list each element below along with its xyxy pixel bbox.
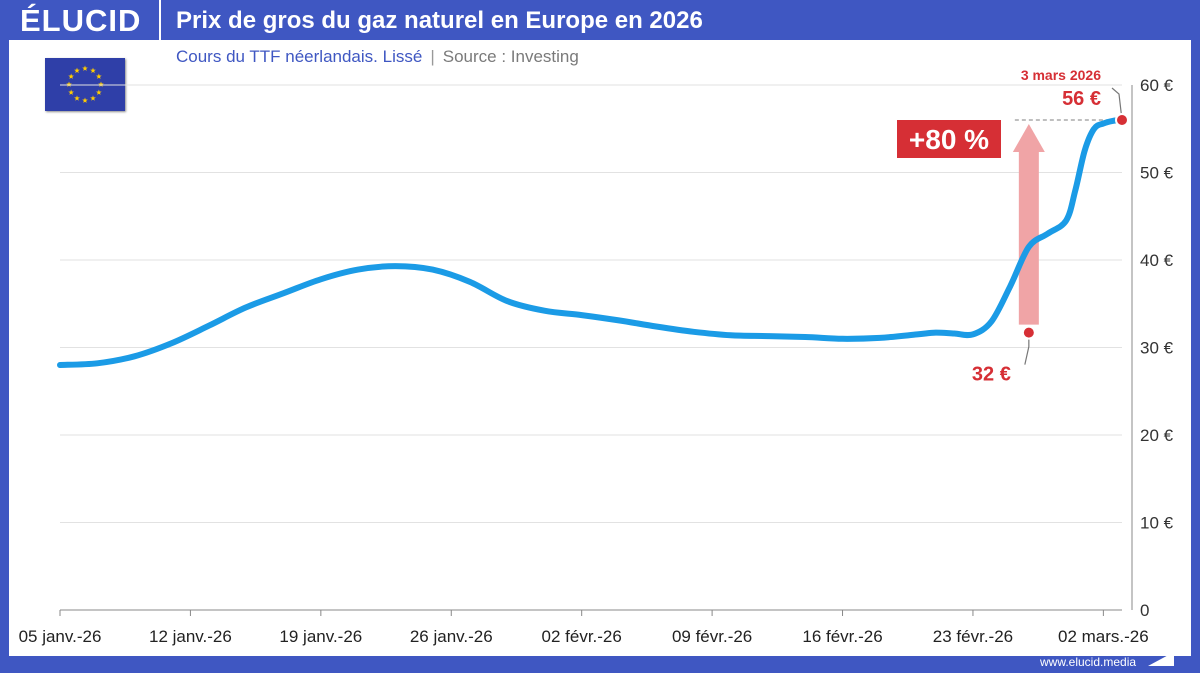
y-tick-label: 20 € xyxy=(1140,426,1174,445)
end-point-marker xyxy=(1115,113,1129,127)
change-badge xyxy=(897,120,1001,158)
start-value-label: 32 € xyxy=(972,364,1011,386)
y-tick-label: 50 € xyxy=(1140,164,1174,183)
change-arrow-shaft xyxy=(1018,150,1039,325)
eu-star-icon xyxy=(96,89,102,95)
eu-star-icon xyxy=(90,67,96,74)
change-badge-label: +80 % xyxy=(909,124,989,155)
brand-mark-icon xyxy=(1148,652,1174,666)
eu-star-icon xyxy=(98,81,104,87)
series-line xyxy=(57,117,1125,368)
x-tick-label: 12 janv.-26 xyxy=(149,627,232,646)
end-value-label: 56 € xyxy=(1062,88,1101,110)
x-tick-label: 02 mars.-26 xyxy=(1058,627,1149,646)
chart-subtitle-line: Cours du TTF néerlandais. Lissé | Source :… xyxy=(176,46,579,68)
chart-title: Prix de gros du gaz naturel en Europe en… xyxy=(176,7,703,34)
y-tick-label: 60 € xyxy=(1140,76,1174,95)
y-tick-label: 40 € xyxy=(1140,251,1174,270)
brand-logo: ÉLUCID xyxy=(20,3,142,38)
source-label: Source : Investing xyxy=(442,47,579,66)
y-tick-label: 30 € xyxy=(1140,339,1174,358)
footer-url[interactable]: www.elucid.media xyxy=(1040,655,1137,669)
eu-star-icon xyxy=(82,97,88,103)
eu-star-icon xyxy=(96,73,102,79)
eu-star-icon xyxy=(68,73,74,79)
eu-star-icon xyxy=(66,81,72,87)
x-tick-label: 16 févr.-26 xyxy=(802,627,882,646)
brand-divider xyxy=(159,0,161,40)
eu-star-icon xyxy=(90,95,96,101)
subtitle-divider: | xyxy=(430,47,435,66)
x-tick-label: 19 janv.-26 xyxy=(279,627,362,646)
change-arrow-head xyxy=(1012,124,1045,152)
eu-star-icon xyxy=(74,67,80,74)
x-tick-label: 05 janv.-26 xyxy=(19,627,102,646)
start-point-marker xyxy=(1021,325,1036,340)
header-bar: ÉLUCID Prix de gros du gaz naturel en Eu… xyxy=(0,0,1200,40)
x-tick-label: 09 févr.-26 xyxy=(672,627,752,646)
y-tick-label: 10 € xyxy=(1140,514,1174,533)
x-tick-label: 23 févr.-26 xyxy=(933,627,1013,646)
x-tick-label: 26 janv.-26 xyxy=(410,627,493,646)
eu-star-icon xyxy=(68,89,74,95)
chart-subtitle: Cours du TTF néerlandais. Lissé xyxy=(176,47,423,66)
eu-star-icon xyxy=(74,95,80,101)
end-date-label: 3 mars 2026 xyxy=(1021,67,1101,83)
x-tick-label: 02 févr.-26 xyxy=(542,627,622,646)
end-leader xyxy=(1111,87,1123,121)
eu-flag-stars xyxy=(66,65,104,103)
eu-star-icon xyxy=(82,65,88,71)
y-tick-label: 0 xyxy=(1140,601,1149,620)
